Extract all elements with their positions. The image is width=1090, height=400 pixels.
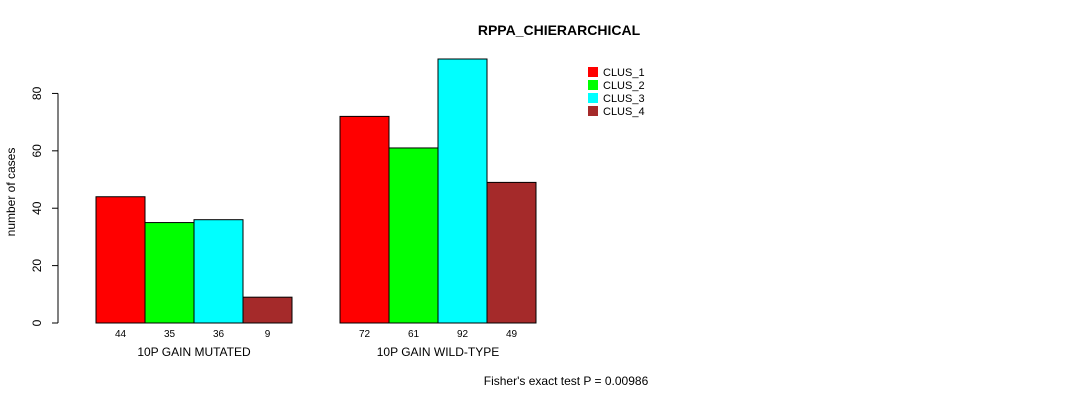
legend-label: CLUS_1 [603,67,645,79]
chart-title: RPPA_CHIERARCHICAL [478,22,641,38]
bar-value-label: 92 [457,329,469,340]
legend-swatch [588,93,598,103]
y-axis: 0 20 40 60 80 [30,86,59,326]
bar-clus-1-1 [339,115,390,324]
bar-clus-1-0 [95,196,146,324]
bar-value-label: 72 [359,329,371,340]
bar-clus-4-1 [486,181,537,324]
fisher-test-annotation: Fisher's exact test P = 0.00986 [484,374,649,388]
bar-value-label: 44 [115,329,127,340]
bar-value-label: 9 [265,329,271,340]
y-tick-label: 0 [30,319,44,326]
legend-swatch [588,106,598,116]
category-label: 10P GAIN WILD-TYPE [377,345,499,359]
bar-clus-2-1 [388,147,439,324]
bar-clus-3-1 [437,58,488,324]
y-tick-label: 40 [30,201,44,215]
y-tick-label: 20 [30,259,44,273]
legend-label: CLUS_4 [603,106,645,118]
bar-value-label: 49 [506,329,518,340]
legend-label: CLUS_3 [603,93,645,105]
category-label: 10P GAIN MUTATED [137,345,251,359]
legend-swatch [588,80,598,90]
bar-value-label: 36 [213,329,225,340]
y-tick-label: 80 [30,86,44,100]
bar-value-label: 35 [164,329,176,340]
y-tick-label: 60 [30,144,44,158]
bars [95,58,537,324]
bar-value-label: 61 [408,329,420,340]
category-labels: 10P GAIN MUTATED 10P GAIN WILD-TYPE [137,345,499,359]
legend-swatch [588,67,598,77]
y-axis-label: number of cases [4,148,18,237]
legend-label: CLUS_2 [603,80,645,92]
bar-clus-3-0 [193,219,244,324]
bar-value-labels: 44 35 36 9 72 61 92 49 [115,329,518,340]
bar-clus-4-0 [242,296,293,324]
bar-clus-2-0 [144,222,195,324]
